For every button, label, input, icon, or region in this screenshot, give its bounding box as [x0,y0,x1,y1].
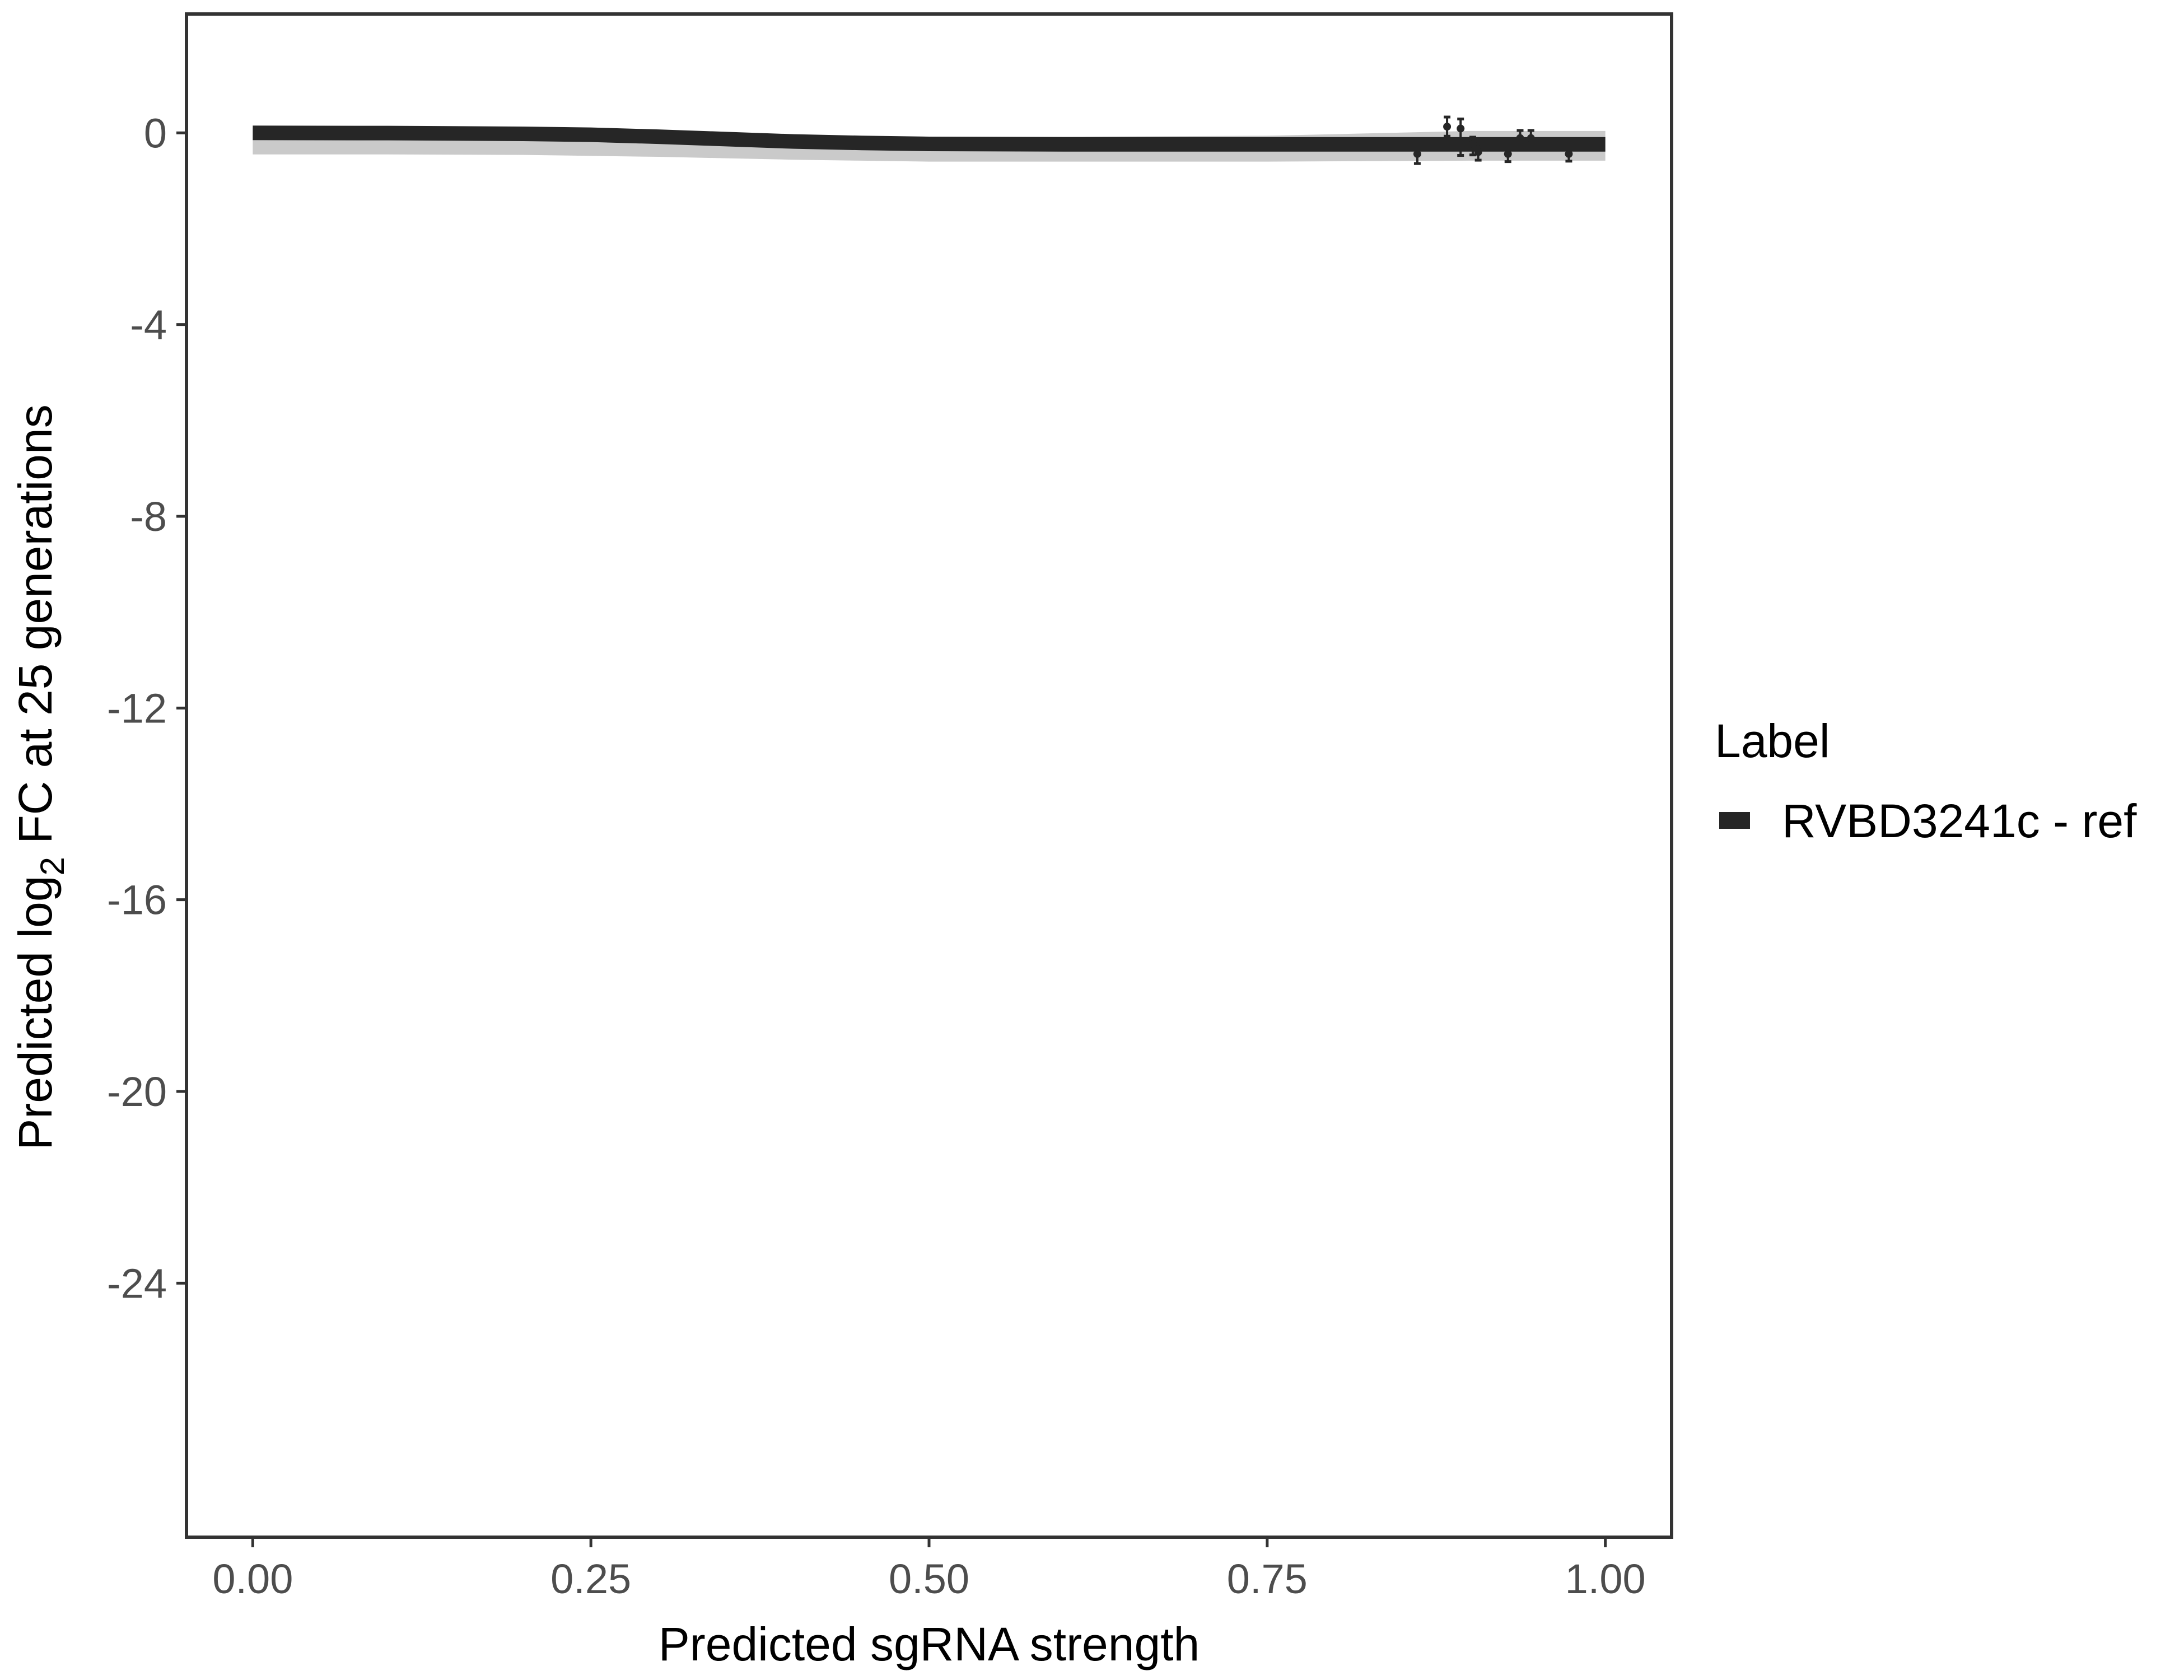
x-axis: 0.00 0.25 0.50 0.75 1.00 [212,1537,1646,1602]
data-point [1468,136,1477,157]
y-axis-title: Predicted log2 FC at 25 generations [9,404,71,1150]
point-marker [1457,124,1465,133]
point-marker [1474,148,1482,156]
x-axis-title: Predicted sgRNA strength [659,1618,1200,1670]
data-point [1474,142,1482,162]
y-axis-title-suffix: FC at 25 generations [9,404,62,857]
point-marker [1516,134,1524,142]
legend: Label RVBD3241c - ref [1715,715,2137,847]
point-marker [1443,123,1452,131]
y-axis: 0 -4 -8 -12 -16 -20 -24 [107,110,186,1306]
data-point [1516,129,1524,147]
y-tick-label: -16 [107,877,167,923]
data-point [1527,129,1535,147]
legend-label: RVBD3241c - ref [1782,795,2137,847]
x-tick-label: 0.50 [889,1556,969,1602]
data-point [1504,144,1512,164]
point-marker [1527,134,1535,142]
x-tick-label: 0.00 [212,1556,293,1602]
x-tick-label: 1.00 [1565,1556,1646,1602]
x-tick-label: 0.25 [550,1556,631,1602]
data-point [1413,143,1421,165]
point-marker [1504,150,1512,158]
y-tick-label: -24 [107,1260,167,1306]
x-tick-label: 0.75 [1227,1556,1308,1602]
point-marker [1468,139,1477,148]
point-marker [1413,150,1421,158]
fit-line [253,125,1606,152]
data-point [1457,117,1465,157]
y-axis-title-prefix: Predicted log [9,875,62,1150]
y-tick-label: 0 [144,110,167,156]
panel-border [185,12,1673,1539]
legend-title: Label [1715,715,1830,767]
y-tick-label: -4 [130,302,167,348]
legend-key [1719,812,1750,829]
data-point [1443,115,1452,138]
y-tick-label: -8 [130,493,167,540]
y-tick-label: -20 [107,1068,167,1115]
plot-area [253,115,1606,165]
y-tick-label: -12 [107,685,167,731]
y-axis-title-subscript: 2 [34,857,71,875]
point-marker [1565,150,1573,158]
data-point [1565,144,1573,163]
